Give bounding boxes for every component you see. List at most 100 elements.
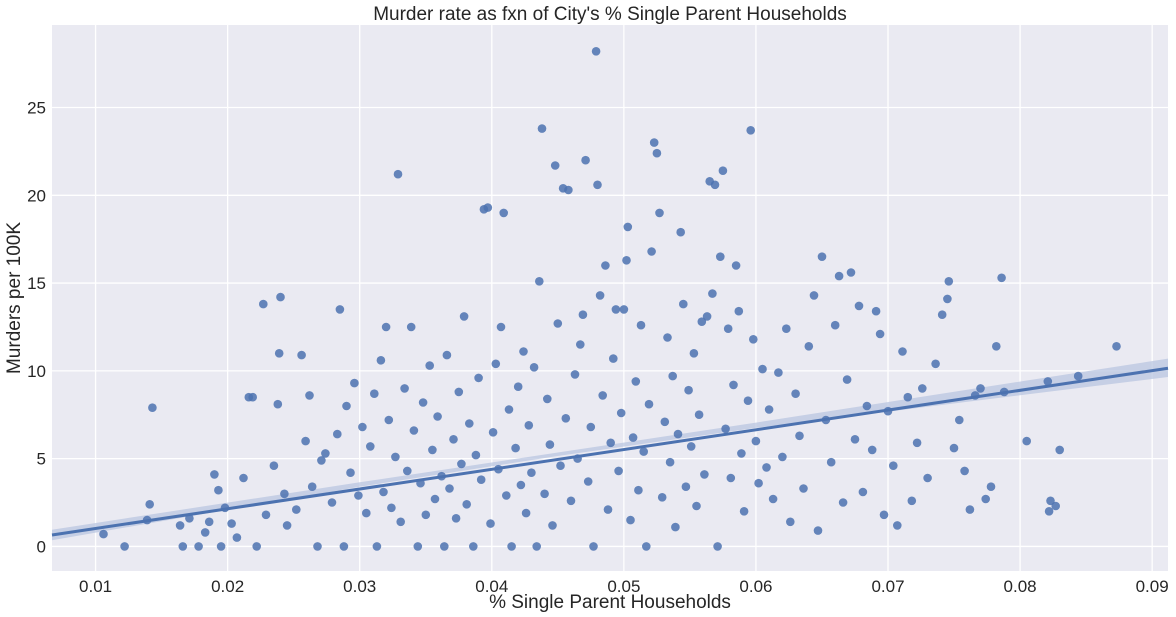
- data-point: [673, 429, 683, 439]
- data-point: [465, 419, 474, 428]
- data-point: [842, 375, 852, 384]
- plot-background: [52, 25, 1168, 571]
- data-point: [684, 385, 693, 395]
- y-tick-label: 25: [27, 99, 46, 118]
- data-point: [418, 398, 428, 407]
- data-point: [778, 452, 787, 462]
- data-point: [488, 428, 498, 437]
- data-point: [384, 415, 394, 425]
- data-point: [442, 350, 452, 360]
- data-point: [931, 359, 940, 369]
- data-point: [507, 542, 516, 551]
- data-point: [838, 498, 848, 507]
- data-point: [601, 261, 610, 270]
- data-point: [862, 401, 872, 411]
- x-tick-label: 0.01: [79, 577, 112, 596]
- x-tick-label: 0.02: [211, 577, 244, 596]
- data-point: [660, 417, 670, 427]
- data-point: [145, 500, 154, 509]
- data-point: [521, 508, 531, 518]
- x-tick-label: 0.08: [1004, 577, 1037, 596]
- data-point: [327, 498, 337, 507]
- data-point: [593, 180, 602, 190]
- data-point: [553, 319, 563, 328]
- data-point: [370, 389, 379, 399]
- data-point: [214, 485, 223, 495]
- data-point: [655, 208, 664, 218]
- data-point: [366, 442, 375, 451]
- data-point: [1055, 445, 1064, 455]
- confidence-band-layer: [52, 358, 1168, 541]
- data-point: [749, 335, 758, 344]
- data-point: [786, 517, 795, 527]
- data-point: [708, 289, 717, 298]
- data-point: [626, 515, 635, 525]
- data-point: [313, 542, 322, 551]
- data-point: [647, 247, 656, 256]
- data-point: [743, 396, 753, 406]
- chart-title: Murder rate as fxn of City's % Single Pa…: [373, 4, 847, 25]
- data-point: [387, 503, 396, 513]
- data-point: [545, 440, 555, 449]
- data-point: [681, 482, 691, 492]
- data-point: [403, 466, 412, 476]
- data-point: [762, 463, 771, 472]
- data-point: [689, 349, 699, 358]
- data-point: [200, 528, 210, 537]
- data-point: [694, 410, 704, 420]
- data-point: [642, 542, 651, 551]
- data-point: [566, 496, 576, 506]
- y-tick-label: 10: [27, 362, 46, 381]
- data-point: [570, 370, 580, 379]
- data-point: [799, 484, 808, 493]
- data-point: [663, 333, 672, 342]
- data-point: [496, 322, 506, 332]
- x-tick-label: 0.03: [343, 577, 376, 596]
- data-point: [764, 405, 774, 414]
- data-point: [148, 403, 157, 413]
- data-point: [445, 484, 454, 493]
- data-point: [524, 421, 534, 430]
- data-point: [986, 482, 996, 492]
- data-point: [1073, 371, 1083, 381]
- data-point: [421, 510, 431, 520]
- data-point: [879, 510, 889, 520]
- data-point: [622, 255, 631, 265]
- data-point: [358, 422, 367, 432]
- data-point: [413, 542, 423, 551]
- data-point: [809, 291, 819, 300]
- data-point: [923, 473, 932, 483]
- data-point: [598, 391, 607, 400]
- data-point: [1022, 436, 1031, 446]
- data-point: [943, 294, 952, 304]
- data-point: [248, 392, 257, 402]
- data-point: [591, 47, 601, 56]
- data-point: [871, 306, 881, 316]
- data-point: [619, 305, 629, 314]
- confidence-band: [52, 358, 1168, 541]
- data-point: [734, 306, 744, 316]
- data-point: [893, 521, 902, 530]
- data-point: [774, 368, 783, 377]
- data-point: [768, 494, 778, 504]
- data-point: [716, 252, 725, 261]
- data-point: [697, 317, 707, 327]
- data-point: [628, 433, 638, 442]
- data-point: [937, 310, 947, 320]
- data-point: [595, 291, 605, 300]
- data-point: [252, 542, 261, 551]
- data-point: [483, 203, 493, 212]
- data-point: [391, 452, 400, 462]
- data-point: [634, 485, 643, 495]
- data-point: [513, 382, 523, 392]
- data-point: [875, 329, 885, 339]
- data-point: [581, 155, 590, 165]
- data-point: [1043, 377, 1053, 386]
- data-point: [718, 166, 728, 175]
- data-point: [830, 320, 840, 330]
- data-point: [273, 399, 283, 409]
- data-point: [409, 426, 419, 435]
- x-tick-label: 0.04: [475, 577, 508, 596]
- data-point: [99, 529, 108, 539]
- x-tick-label: 0.07: [871, 577, 904, 596]
